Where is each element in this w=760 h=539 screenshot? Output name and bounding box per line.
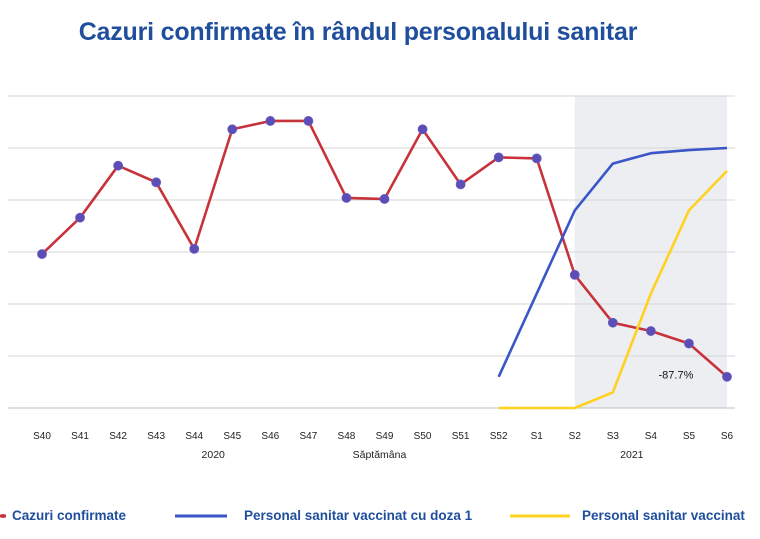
data-point xyxy=(569,269,580,280)
x-tick-label: S2 xyxy=(569,431,582,442)
x-tick-label: S46 xyxy=(261,431,279,442)
data-point xyxy=(417,124,428,135)
x-tick-label: S47 xyxy=(299,431,317,442)
x-tick-label: S6 xyxy=(721,431,734,442)
data-point xyxy=(151,177,162,188)
data-point xyxy=(493,152,504,163)
annotation-label: -87.7% xyxy=(659,370,694,382)
data-point xyxy=(75,212,85,223)
data-point xyxy=(607,317,618,328)
data-point xyxy=(722,371,732,382)
x-tick-label: S48 xyxy=(338,431,356,442)
series-line-2 xyxy=(497,146,728,378)
gridlines xyxy=(8,95,735,409)
x-tick-labels: S40 S41 S42 S43 S44 S45 S46 S47 S48 S49 S50 S51 S52 S… xyxy=(33,431,733,442)
x-tick-label: S4 xyxy=(645,431,658,442)
data-point xyxy=(303,116,314,126)
x-tick-label: S45 xyxy=(223,431,241,442)
data-point xyxy=(531,153,542,164)
x-tick-label: S3 xyxy=(607,431,620,442)
x-tick-label: S41 xyxy=(71,431,89,442)
data-point xyxy=(341,193,352,203)
legend-label: Cazuri confirmate xyxy=(12,508,127,523)
x-tick-label: S52 xyxy=(490,431,508,442)
year-labels: 2020 2021 xyxy=(202,449,644,461)
x-tick-label: S49 xyxy=(376,431,394,442)
legend-item: Cazuri confirmate xyxy=(0,508,127,523)
data-point xyxy=(37,249,47,259)
data-point xyxy=(379,194,390,204)
legend-label: Personal sanitar vaccinat xyxy=(582,508,745,523)
legend: Cazuri confirmate Personal sanitar vaccin… xyxy=(0,508,745,523)
data-point xyxy=(684,338,694,349)
series-line-3 xyxy=(498,169,728,410)
year-label: 2021 xyxy=(620,449,644,461)
data-point xyxy=(113,160,124,171)
data-point xyxy=(455,179,466,190)
legend-marker xyxy=(1,514,5,518)
legend-label: Personal sanitar vaccinat cu doza 1 xyxy=(244,508,473,523)
x-tick-label: S51 xyxy=(452,431,470,442)
legend-item: Personal sanitar vaccinat cu doza 1 xyxy=(175,508,473,523)
x-tick-label: S42 xyxy=(109,431,127,442)
year-label: 2020 xyxy=(202,449,226,461)
x-tick-label: S50 xyxy=(414,431,432,442)
data-point xyxy=(265,116,276,126)
series-markers xyxy=(37,116,732,382)
x-tick-label: S40 xyxy=(33,431,51,442)
x-axis-label: Săptămâna xyxy=(353,449,407,461)
data-point xyxy=(645,326,656,336)
x-tick-label: S5 xyxy=(683,431,696,442)
x-tick-label: S1 xyxy=(531,431,544,442)
legend-item: Personal sanitar vaccinat xyxy=(510,508,745,523)
x-tick-label: S44 xyxy=(185,431,203,442)
chart-title: Cazuri confirmate în rândul personalului… xyxy=(78,18,638,46)
data-point xyxy=(189,243,200,254)
data-point xyxy=(227,124,238,135)
x-tick-label: S43 xyxy=(147,431,165,442)
